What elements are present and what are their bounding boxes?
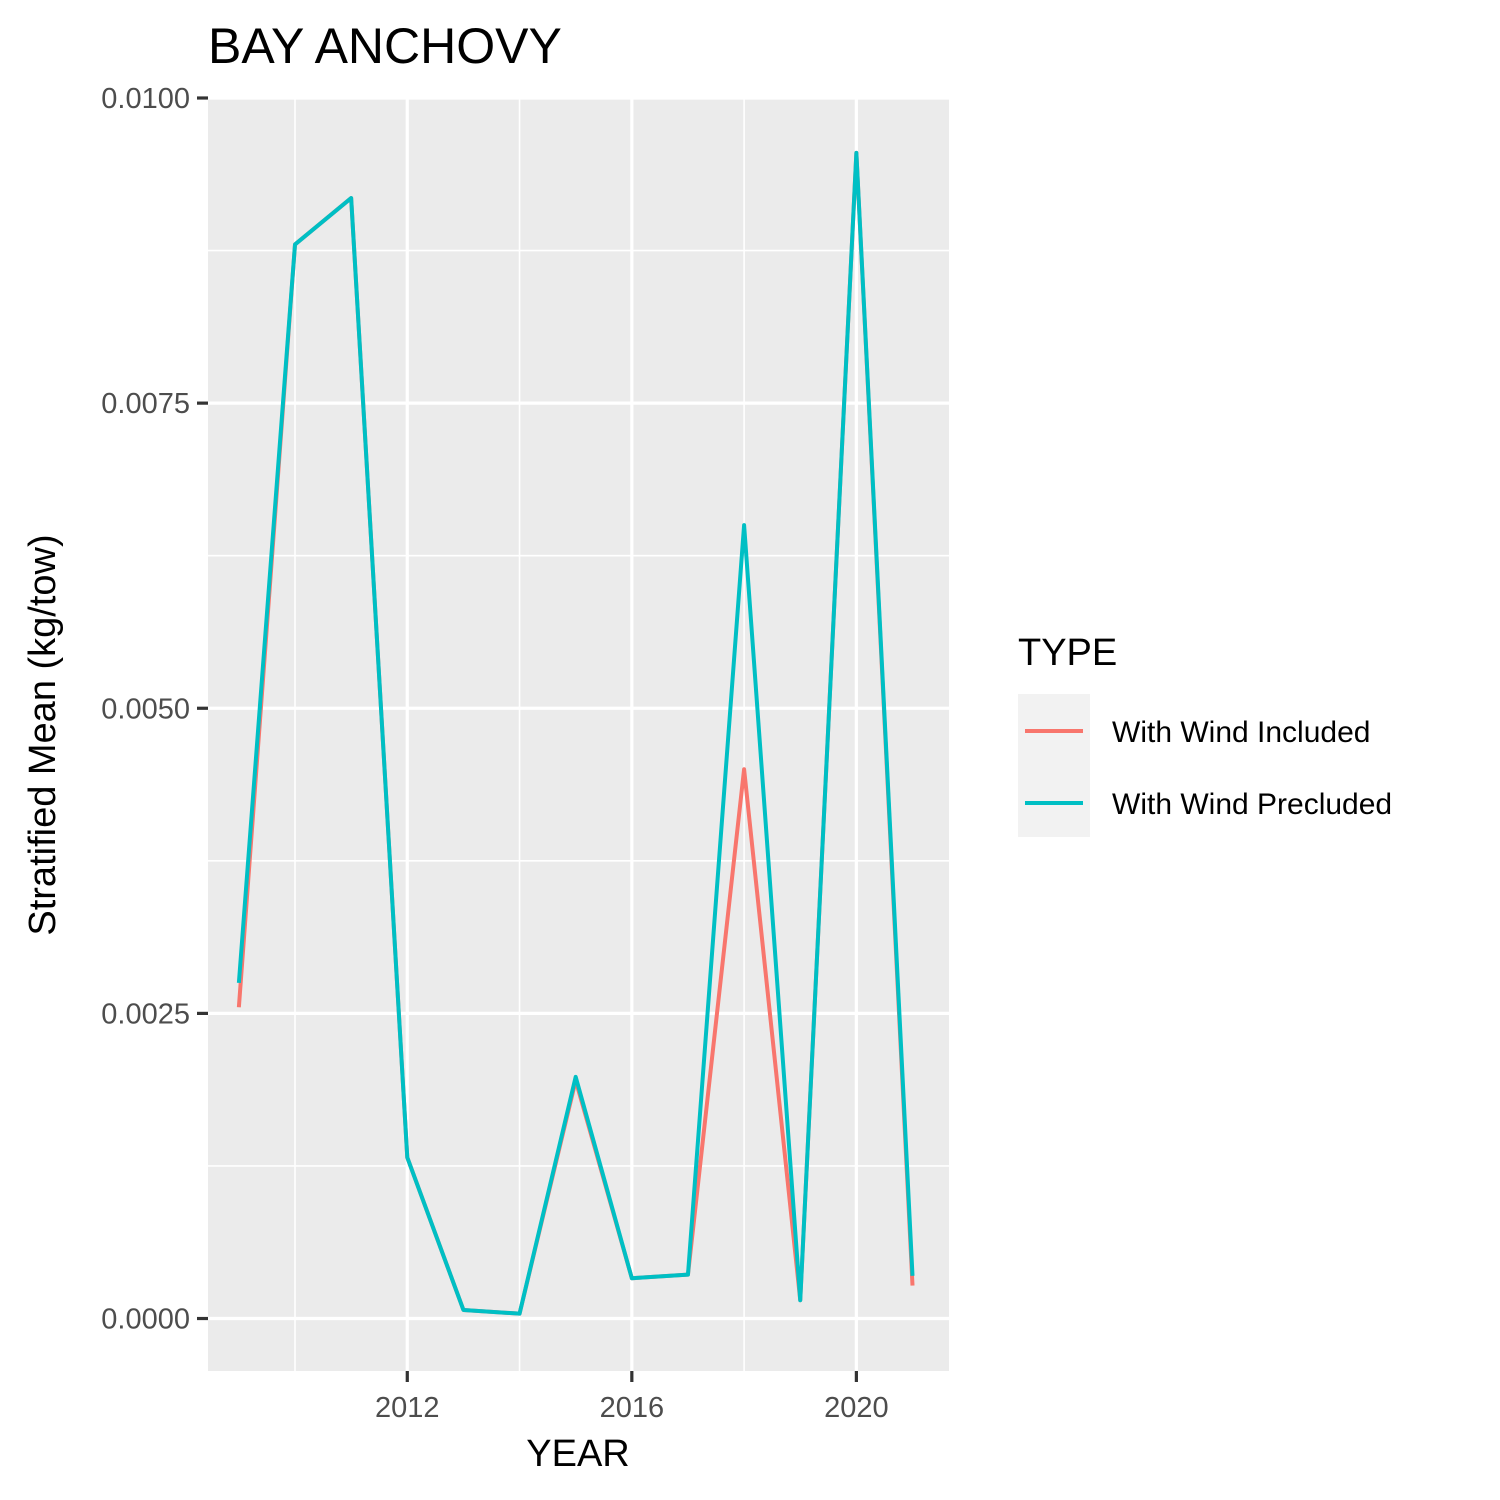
x-tick-label: 2020 bbox=[824, 1392, 889, 1424]
y-tick-label: 0.0050 bbox=[101, 693, 190, 725]
x-axis-title: YEAR bbox=[526, 1433, 629, 1475]
legend-items: With Wind Included With Wind Precluded bbox=[1025, 716, 1392, 821]
y-tick-label: 0.0075 bbox=[101, 388, 190, 420]
y-axis: 0.0000 0.0025 0.0050 0.0075 0.0100 bbox=[101, 83, 208, 1336]
x-axis: 2012 2016 2020 bbox=[375, 1371, 889, 1424]
legend-title: TYPE bbox=[1018, 632, 1117, 674]
legend-label-2: With Wind Precluded bbox=[1112, 788, 1392, 821]
series-line-2 bbox=[236, 150, 915, 1316]
grid-minor bbox=[208, 98, 949, 1371]
y-tick-label: 0.0100 bbox=[101, 83, 190, 115]
chart-title: BAY ANCHOVY bbox=[208, 18, 562, 74]
legend: TYPE With Wind Included With Wind Preclud… bbox=[1018, 632, 1392, 837]
y-axis-title: Stratified Mean (kg/tow) bbox=[22, 534, 64, 935]
legend-key-background bbox=[1018, 694, 1090, 837]
x-tick-label: 2012 bbox=[375, 1392, 440, 1424]
plot-panel bbox=[208, 98, 949, 1371]
series-lines bbox=[236, 150, 915, 1316]
y-tick-label: 0.0025 bbox=[101, 998, 190, 1030]
x-tick-label: 2016 bbox=[600, 1392, 665, 1424]
y-tick-label: 0.0000 bbox=[101, 1304, 190, 1336]
legend-label-1: With Wind Included bbox=[1112, 716, 1370, 749]
